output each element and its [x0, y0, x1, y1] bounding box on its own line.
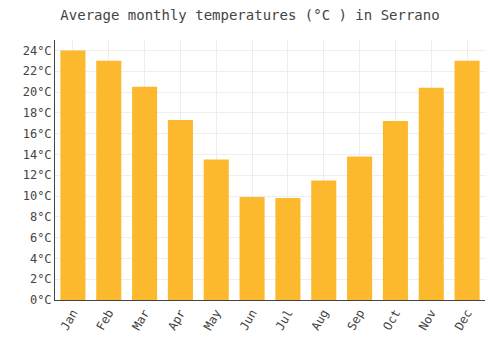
svg-text:20°C: 20°C — [23, 85, 52, 99]
svg-text:Jun: Jun — [237, 307, 260, 333]
svg-text:2°C: 2°C — [30, 272, 52, 286]
svg-text:8°C: 8°C — [30, 210, 52, 224]
svg-text:16°C: 16°C — [23, 127, 52, 141]
svg-text:22°C: 22°C — [23, 64, 52, 78]
svg-text:14°C: 14°C — [23, 148, 52, 162]
svg-text:24°C: 24°C — [23, 44, 52, 58]
svg-text:Dec: Dec — [452, 307, 475, 333]
svg-text:Jul: Jul — [273, 307, 296, 333]
svg-text:May: May — [201, 307, 224, 333]
svg-text:6°C: 6°C — [30, 231, 52, 245]
svg-text:Aug: Aug — [309, 307, 332, 333]
svg-text:Oct: Oct — [380, 307, 403, 333]
svg-text:Feb: Feb — [94, 307, 117, 333]
svg-text:10°C: 10°C — [23, 189, 52, 203]
svg-text:Sep: Sep — [344, 307, 367, 333]
svg-text:Mar: Mar — [129, 307, 152, 333]
svg-text:Jan: Jan — [58, 307, 81, 333]
svg-text:Nov: Nov — [416, 307, 439, 333]
svg-text:Apr: Apr — [165, 307, 188, 333]
svg-text:4°C: 4°C — [30, 252, 52, 266]
svg-text:Average monthly temperatures (: Average monthly temperatures (°C ) in Se… — [60, 7, 439, 23]
svg-text:12°C: 12°C — [23, 168, 52, 182]
svg-text:0°C: 0°C — [30, 293, 52, 307]
svg-text:18°C: 18°C — [23, 106, 52, 120]
